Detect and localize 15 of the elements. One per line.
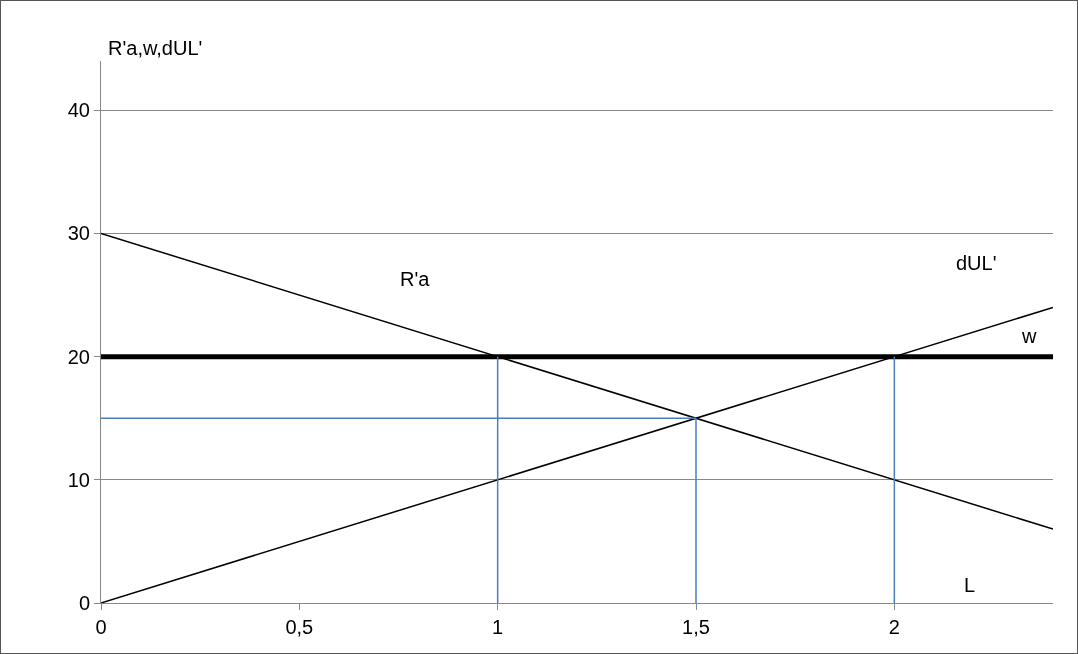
y-tick-label: 30: [67, 222, 90, 245]
x-tick-label: 1,5: [682, 616, 710, 638]
x-tick-label: 0: [95, 616, 107, 638]
y-tick-label: 10: [67, 468, 90, 491]
x-tick-label: 0,5: [285, 616, 314, 638]
y-tick-label: 20: [67, 345, 90, 368]
x-axis-title: L: [964, 574, 976, 596]
y-axis-title: R'a,w,dUL': [108, 37, 203, 59]
series-label: R'a: [400, 268, 431, 290]
x-tick-label: 2: [888, 616, 900, 638]
y-tick-label: 0: [78, 592, 90, 614]
text: dUL': [956, 252, 997, 274]
y-tick-label: 40: [67, 99, 90, 122]
x-tick-label: 1: [492, 616, 504, 638]
series-label: w: [1021, 325, 1037, 347]
